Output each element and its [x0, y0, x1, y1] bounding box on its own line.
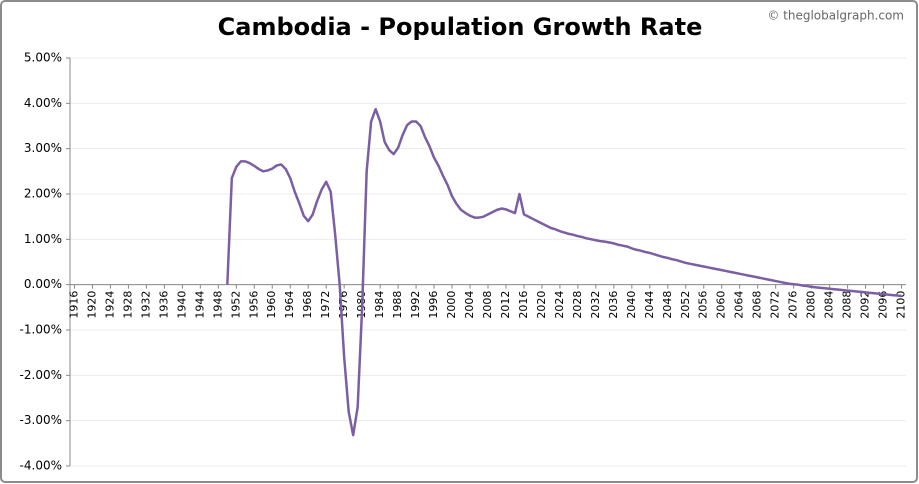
x-tick-label: 1924	[103, 291, 116, 319]
x-tick-label: 2056	[697, 291, 710, 319]
x-tick-label: 1948	[211, 291, 224, 319]
x-tick-label: 2080	[805, 291, 818, 319]
x-tick-label: 1916	[67, 291, 80, 319]
x-tick-label: 2076	[787, 291, 800, 319]
x-tick-label: 2044	[643, 291, 656, 319]
x-tick-label: 2048	[661, 291, 674, 319]
y-tick-label: -4.00%	[20, 459, 62, 473]
x-tick-label: 2012	[499, 291, 512, 319]
y-tick-label: -3.00%	[20, 413, 62, 427]
x-tick-label: 1968	[301, 291, 314, 319]
x-tick-label: 2000	[445, 291, 458, 319]
x-tick-label: 1996	[427, 291, 440, 319]
y-tick-label: -2.00%	[20, 368, 62, 382]
x-tick-label: 2072	[769, 291, 782, 319]
x-tick-label: 1972	[319, 291, 332, 319]
y-tick-label: 1.00%	[24, 232, 62, 246]
x-tick-label: 2040	[625, 291, 638, 319]
x-tick-label: 1992	[409, 291, 422, 319]
x-tick-label: 2092	[859, 291, 872, 319]
x-tick-label: 2064	[733, 291, 746, 319]
x-tick-label: 2096	[877, 291, 890, 319]
x-tick-label: 1988	[391, 291, 404, 319]
x-tick-label: 2068	[751, 291, 764, 319]
x-tick-label: 1956	[247, 291, 260, 319]
x-tick-label: 2024	[553, 291, 566, 319]
x-tick-label: 2008	[481, 291, 494, 319]
source: © theglobalgraph.com	[767, 9, 904, 23]
data-line	[226, 107, 902, 437]
x-tick-label: 1920	[85, 291, 98, 319]
y-tick-label: 3.00%	[24, 141, 62, 155]
y-tick-label: 5.00%	[24, 51, 62, 65]
y-tick-label: -1.00%	[20, 323, 62, 337]
x-tick-label: 2028	[571, 291, 584, 319]
x-tick-label: 2032	[589, 291, 602, 319]
x-tick-label: 2020	[535, 291, 548, 319]
x-tick-label: 2060	[715, 291, 728, 319]
y-tick-label: 2.00%	[24, 187, 62, 201]
x-tick-label: 2100	[895, 291, 908, 319]
x-tick-label: 2084	[823, 291, 836, 319]
x-tick-label: 1944	[193, 291, 206, 319]
x-tick-label: 1932	[139, 291, 152, 319]
y-tick-label: 4.00%	[24, 96, 62, 110]
x-tick-label: 1960	[265, 291, 278, 319]
x-tick-label: 2036	[607, 291, 620, 319]
y-tick-label: 0.00%	[24, 277, 62, 291]
x-tick-label: 2052	[679, 291, 692, 319]
x-tick-label: 1984	[373, 291, 386, 319]
x-tick-label: 1936	[157, 291, 170, 319]
x-tick-label: 2004	[463, 291, 476, 319]
x-tick-label: 1964	[283, 291, 296, 319]
chart-title: Cambodia - Population Growth Rate	[218, 13, 703, 41]
x-tick-label: 1952	[229, 291, 242, 319]
x-tick-label: 2016	[517, 291, 530, 319]
x-tick-label: 2088	[841, 291, 854, 319]
x-tick-label: 1940	[175, 291, 188, 319]
x-tick-label: 1928	[121, 291, 134, 319]
